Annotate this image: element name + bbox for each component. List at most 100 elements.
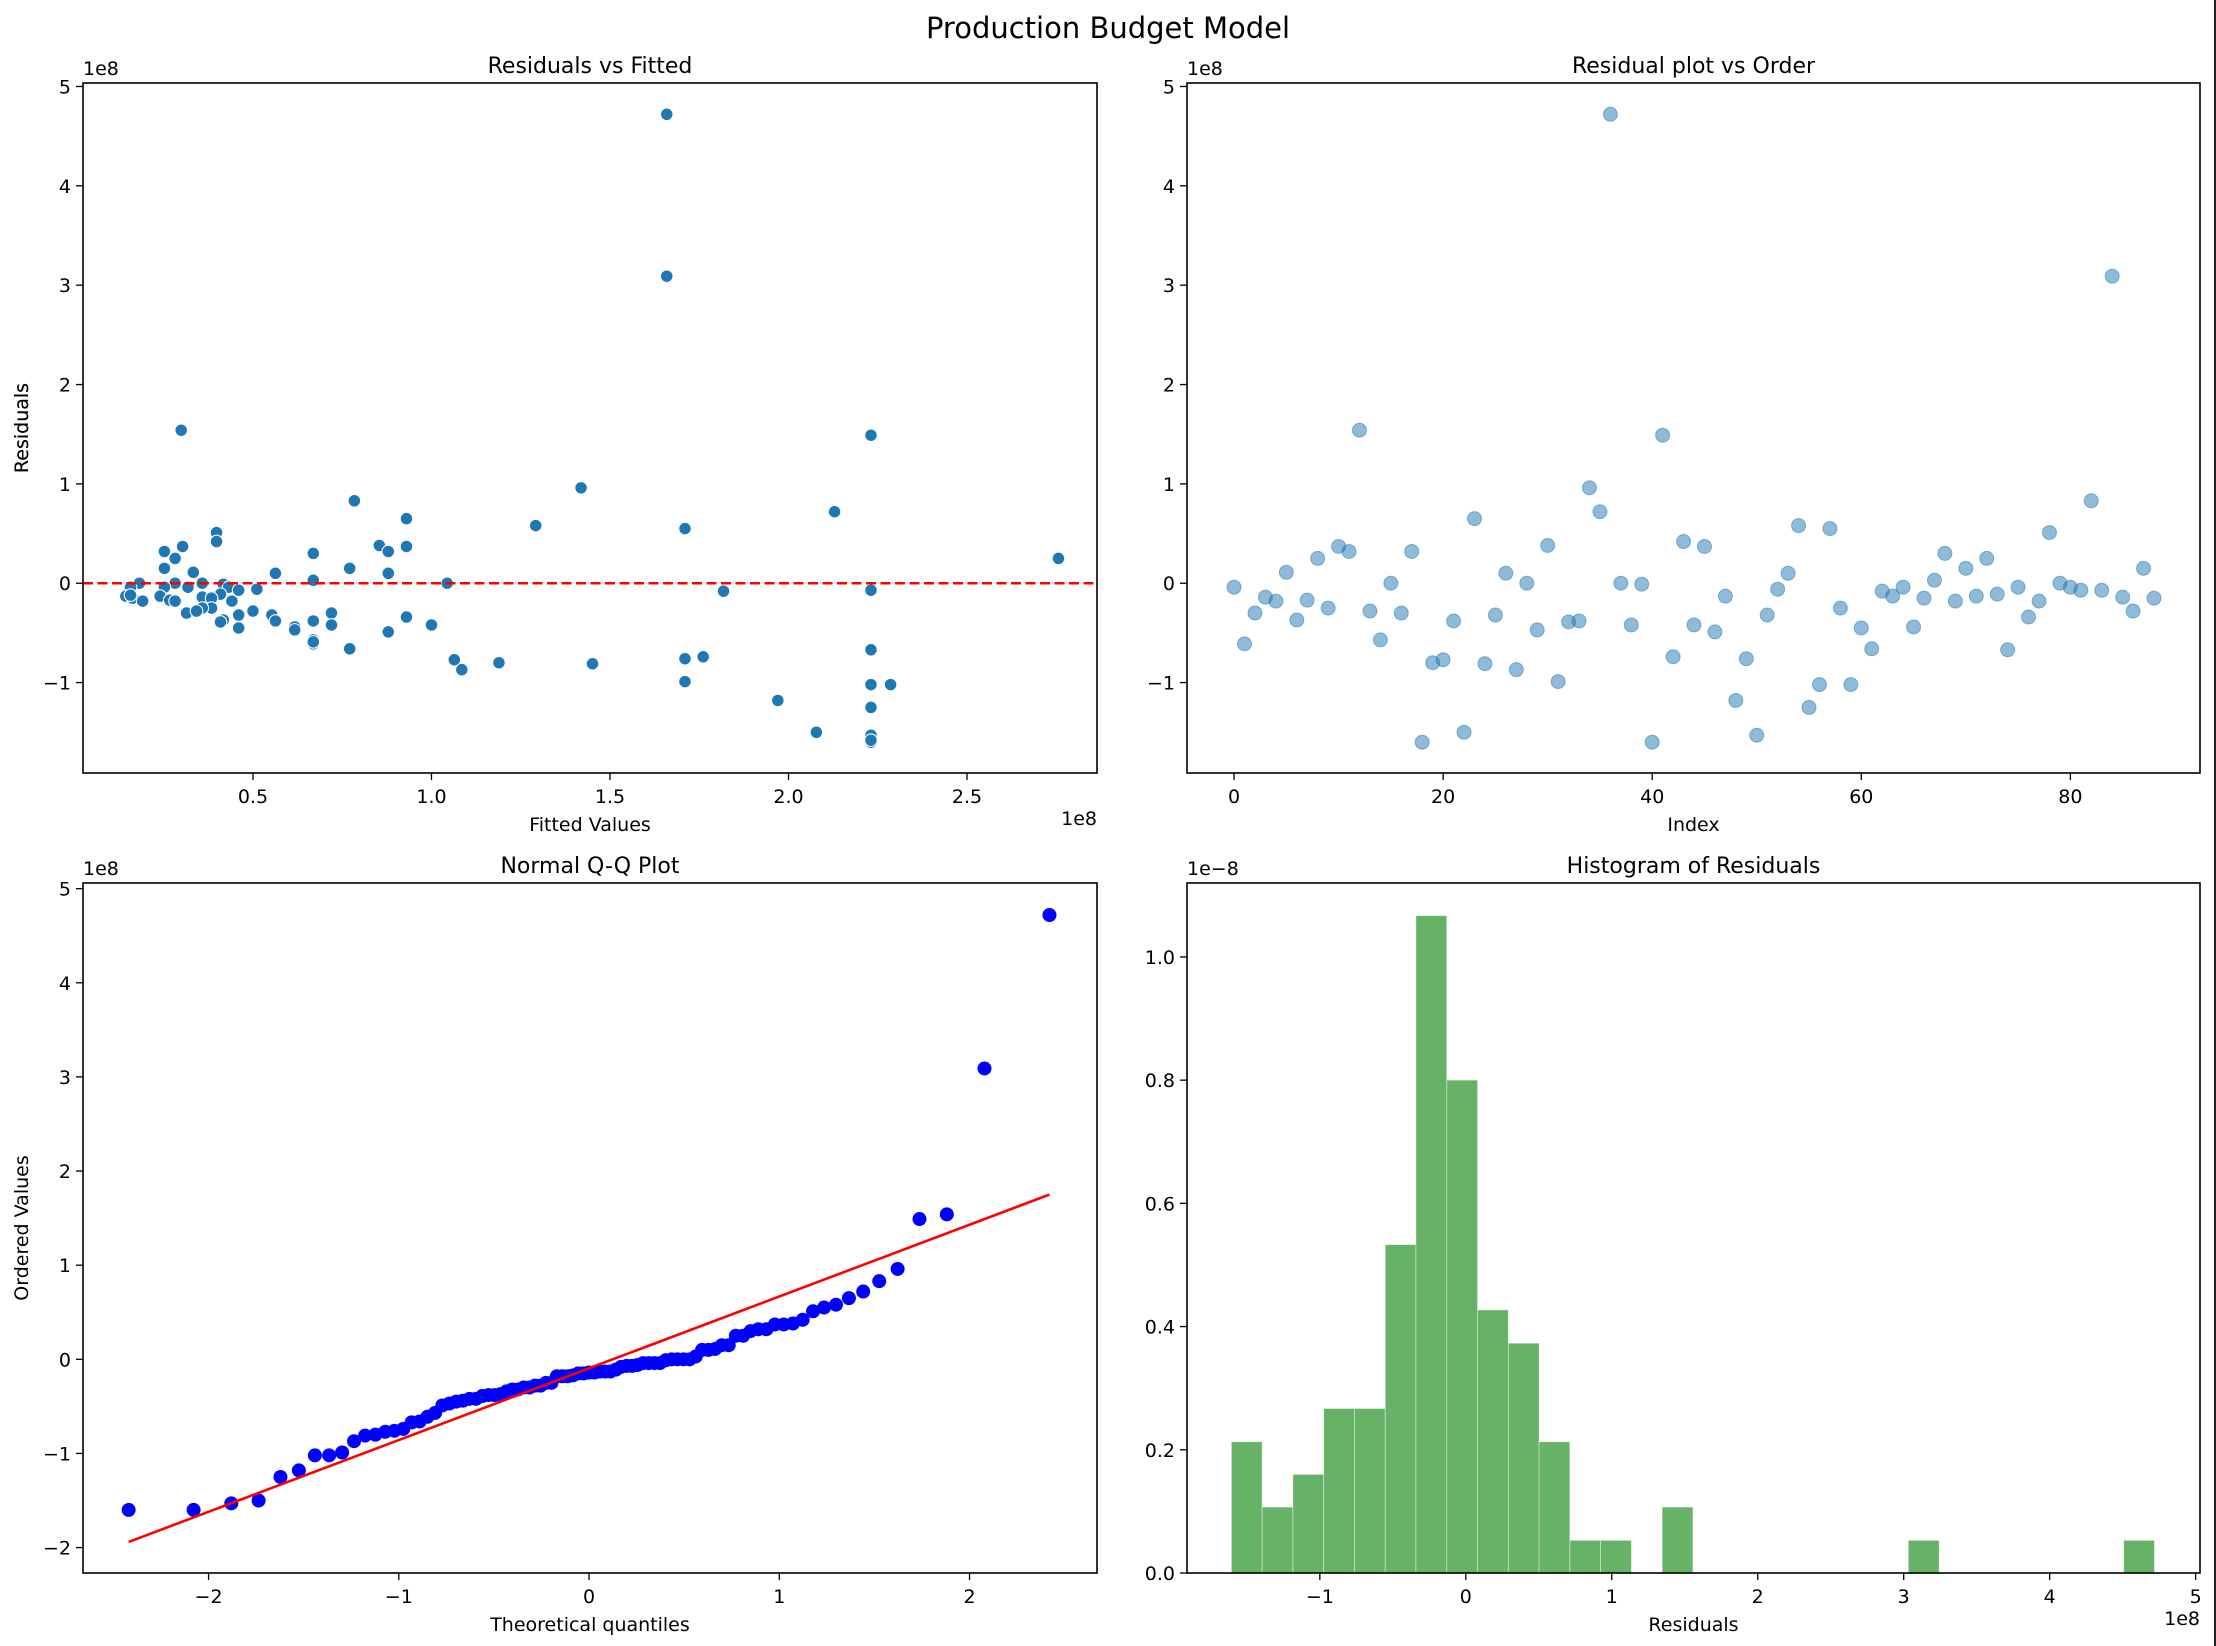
x-tick-label: 0 [583, 1586, 595, 1608]
y-offset-label: 1e−8 [1187, 858, 1239, 880]
data-point [306, 635, 321, 649]
data-point [659, 107, 674, 122]
data-point [1728, 692, 1744, 708]
data-point [1634, 576, 1650, 592]
x-axis-label: Theoretical quantiles [489, 1614, 690, 1636]
data-point [1864, 641, 1880, 657]
y-tick-label: 3 [1163, 275, 1175, 297]
data-point [1289, 612, 1305, 628]
data-point [2000, 642, 2016, 658]
data-point [1623, 617, 1639, 633]
data-point [306, 546, 321, 561]
data-point [381, 566, 396, 581]
data-point [399, 511, 414, 526]
data-point [770, 693, 785, 708]
data-point [1519, 575, 1535, 591]
data-point [1498, 565, 1514, 581]
data-point [1707, 624, 1723, 640]
x-tick-label: 60 [1849, 786, 1873, 808]
data-point [864, 642, 878, 657]
data-point [2115, 589, 2131, 605]
data-point [574, 481, 588, 495]
data-point [1571, 613, 1587, 629]
x-tick-label: 40 [1640, 786, 1664, 808]
data-point [175, 539, 190, 554]
data-point [306, 614, 321, 628]
residuals-vs-fitted-plot: Residuals vs Fitted 0.5 1.0 1.5 2.0 2.5 −1 0 1 2 3… [11, 54, 1098, 836]
data-point [186, 565, 201, 580]
data-point [1581, 480, 1597, 496]
data-point [1968, 588, 1984, 604]
qq-point [890, 1261, 905, 1276]
data-point [157, 561, 172, 576]
data-point [1341, 543, 1357, 559]
data-point [1853, 620, 1869, 636]
data-point [659, 269, 674, 284]
plot-title: Histogram of Residuals [1567, 854, 1821, 879]
data-point [528, 518, 543, 533]
qq-point [939, 1207, 954, 1222]
qq-point [291, 1463, 306, 1478]
data-point [1906, 619, 1922, 635]
x-tick-label: 20 [1431, 786, 1455, 808]
data-point [268, 614, 283, 628]
data-point [1989, 586, 2005, 602]
data-point [168, 551, 182, 566]
data-point [1446, 613, 1462, 629]
data-point [225, 594, 239, 608]
data-point [168, 594, 182, 608]
data-point [287, 623, 302, 637]
data-point [1236, 636, 1252, 652]
y-tick-label: 4 [59, 973, 71, 995]
data-point [2010, 579, 2026, 595]
histogram-bars [1230, 915, 2155, 1574]
histogram-bar [1261, 1506, 1294, 1574]
data-point [231, 621, 246, 635]
data-point [1801, 699, 1817, 715]
y-offset-label: 1e8 [83, 58, 119, 80]
data-point [306, 573, 321, 588]
data-point [213, 615, 228, 629]
histogram-bar [2123, 1539, 2155, 1574]
qq-point [1042, 908, 1057, 923]
data-point [2104, 268, 2120, 284]
y-axis-label: Ordered Values [11, 1155, 33, 1300]
data-point [2083, 493, 2099, 509]
axes-frame [1186, 882, 2201, 1574]
plot-title: Residual plot vs Order [1572, 54, 1816, 79]
data-point [1613, 575, 1629, 591]
data-point [1602, 106, 1618, 122]
qq-point [806, 1304, 821, 1319]
y-tick-label: 3 [59, 1067, 71, 1089]
qq-point [977, 1061, 992, 1076]
y-tick-label: 2 [59, 375, 71, 397]
data-point [1414, 734, 1430, 750]
data-point [809, 725, 824, 740]
data-point [454, 662, 469, 677]
data-point [1926, 572, 1942, 588]
data-point [250, 582, 264, 597]
qq-point [322, 1448, 337, 1463]
data-point [1832, 600, 1848, 616]
qq-point [347, 1434, 362, 1449]
residual-histogram: Histogram of Residuals −1 0 1 2 3 4 5 0.0 0.2 0.4 0… [1145, 854, 2202, 1636]
data-point [1393, 605, 1409, 621]
data-point [174, 423, 189, 438]
data-point [1456, 724, 1472, 740]
data-point [1466, 511, 1482, 527]
histogram-bar [1907, 1539, 1940, 1574]
histogram-bar [1292, 1474, 1325, 1574]
y-tick-label: 5 [59, 879, 71, 901]
window-border [2214, 0, 2216, 1646]
data-point [2136, 560, 2152, 576]
x-tick-label: 3 [1898, 1586, 1910, 1608]
data-point [1717, 588, 1733, 604]
y-offset-label: 1e8 [1187, 58, 1223, 80]
figure-title: Production Budget Model [926, 11, 1290, 45]
y-tick-label: 4 [1163, 176, 1175, 198]
data-point [1320, 600, 1336, 616]
y-tick-label: −1 [43, 673, 71, 695]
data-point [324, 618, 339, 632]
qq-point [828, 1297, 843, 1312]
